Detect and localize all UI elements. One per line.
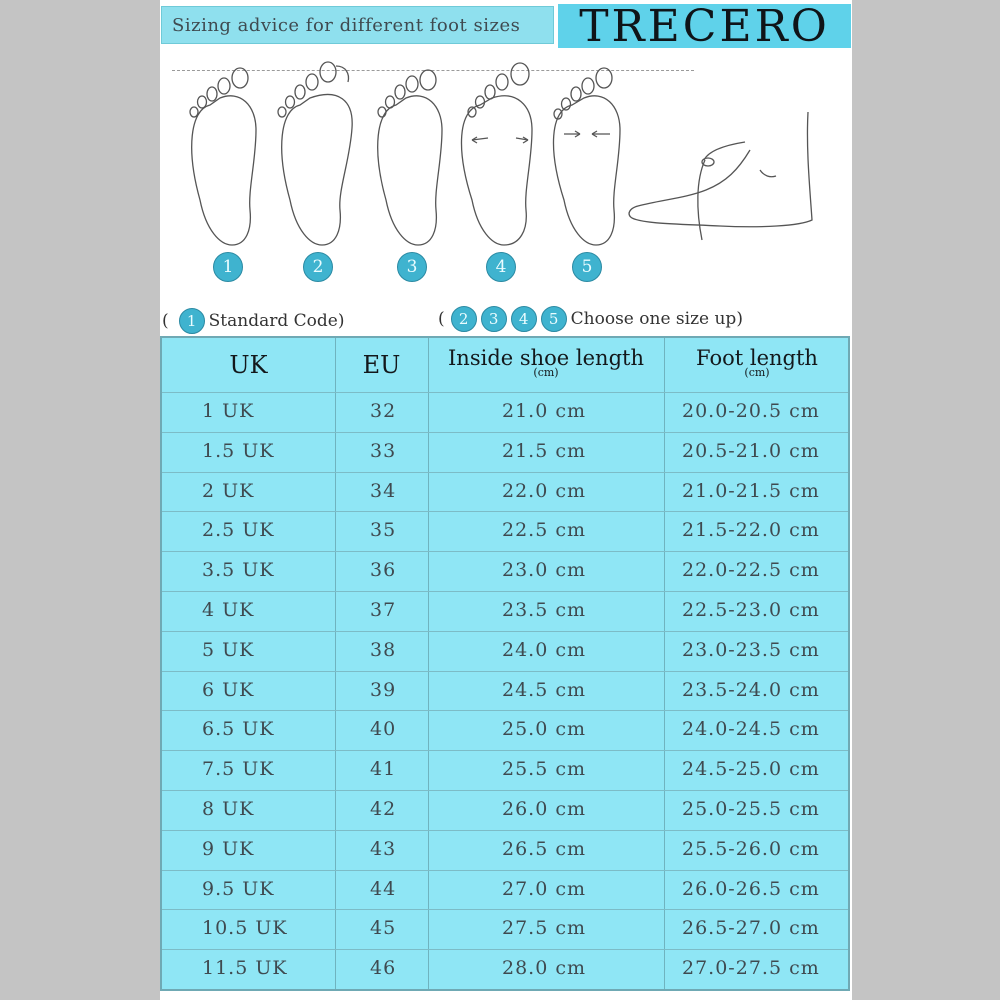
cell-eu: 33: [370, 439, 397, 462]
cell-foot: 23.5-24.0 cm: [682, 678, 820, 701]
cell-foot: 24.0-24.5 cm: [682, 718, 820, 741]
cell-eu: 43: [370, 837, 397, 860]
foot-outline-1-icon: [189, 67, 257, 246]
cell-uk: 9 UK: [202, 837, 255, 860]
cell-eu: 38: [370, 638, 397, 661]
legend-badge-3: 3: [480, 306, 507, 332]
cell-foot: 22.0-22.5 cm: [682, 559, 820, 582]
cell-uk: 5 UK: [202, 638, 255, 661]
foot-marker-3: 3: [397, 252, 427, 282]
cell-eu: 35: [370, 519, 397, 542]
cell-foot: 22.5-23.0 cm: [682, 598, 820, 621]
cell-eu: 36: [370, 559, 397, 582]
cell-inside: 28.0 cm: [502, 957, 587, 980]
cell-foot: 25.0-25.5 cm: [682, 797, 820, 820]
cell-uk: 11.5 UK: [202, 957, 288, 980]
foot-marker-2: 2: [303, 252, 333, 282]
cell-inside: 27.0 cm: [502, 877, 587, 900]
cell-eu: 42: [370, 797, 397, 820]
cell-eu: 37: [370, 598, 397, 621]
cell-inside: 25.5 cm: [502, 758, 587, 781]
brand-title: TRECERO: [558, 1, 851, 52]
cell-inside: 22.5 cm: [502, 519, 587, 542]
foot-illustrations: [189, 61, 813, 246]
cell-inside: 23.0 cm: [502, 559, 587, 582]
cell-eu: 39: [370, 678, 397, 701]
foot-marker-1: 1: [213, 252, 243, 282]
cell-eu: 41: [370, 758, 397, 781]
cell-inside: 26.5 cm: [502, 837, 587, 860]
cell-eu: 44: [370, 877, 397, 900]
cell-uk: 1 UK: [202, 399, 255, 422]
legend-badge-1: 1: [178, 308, 205, 334]
foot-side-view-icon: [628, 111, 813, 241]
cell-foot: 20.0-20.5 cm: [682, 399, 820, 422]
cell-inside: 24.0 cm: [502, 638, 587, 661]
cell-foot: 25.5-26.0 cm: [682, 837, 820, 860]
foot-outline-3-icon: [377, 69, 443, 246]
legend-upsize-text: Choose one size up: [570, 309, 737, 329]
toe-alignment-line: [172, 70, 694, 71]
cell-eu: 40: [370, 718, 397, 741]
legend-choose-size-up: ( 2 3 4 5 Choose one size up ): [438, 305, 743, 333]
foot-marker-5: 5: [572, 252, 602, 282]
cell-uk: 4 UK: [202, 598, 255, 621]
foot-outline-5-icon: [552, 67, 621, 246]
cell-foot: 27.0-27.5 cm: [682, 957, 820, 980]
cell-inside: 25.0 cm: [502, 718, 587, 741]
legend-badge-2: 2: [450, 306, 477, 332]
cell-eu: 34: [370, 479, 397, 502]
cell-inside: 21.0 cm: [502, 399, 587, 422]
cell-uk: 2.5 UK: [202, 519, 275, 542]
foot-marker-4: 4: [486, 252, 516, 282]
cell-uk: 6 UK: [202, 678, 255, 701]
cell-uk: 9.5 UK: [202, 877, 275, 900]
cell-foot: 26.0-26.5 cm: [682, 877, 820, 900]
cell-foot: 26.5-27.0 cm: [682, 917, 820, 940]
cell-uk: 2 UK: [202, 479, 255, 502]
cell-uk: 6.5 UK: [202, 718, 275, 741]
size-conversion-table: UK EU Inside shoe length (cm) Foot lengt…: [160, 336, 850, 991]
header-eu: EU: [362, 351, 401, 379]
cell-foot: 21.5-22.0 cm: [682, 519, 820, 542]
legend-standard-code: ( 1 Standard Code ): [162, 307, 344, 335]
legend-badge-5: 5: [540, 306, 567, 332]
cell-foot: 23.0-23.5 cm: [682, 638, 820, 661]
header-uk: UK: [229, 351, 268, 379]
header-inside-shoe-length: Inside shoe length (cm): [448, 346, 644, 379]
cell-foot: 20.5-21.0 cm: [682, 439, 820, 462]
cell-uk: 3.5 UK: [202, 559, 275, 582]
legend-badge-4: 4: [510, 306, 537, 332]
cell-inside: 23.5 cm: [502, 598, 587, 621]
cell-foot: 21.0-21.5 cm: [682, 479, 820, 502]
cell-uk: 7.5 UK: [202, 758, 275, 781]
cell-inside: 21.5 cm: [502, 439, 587, 462]
foot-outline-4-icon: [460, 62, 533, 246]
cell-uk: 1.5 UK: [202, 439, 275, 462]
cell-eu: 32: [370, 399, 397, 422]
legend-standard-text: Standard Code: [208, 311, 338, 331]
size-chart-sheet: Sizing advice for different foot sizes T…: [160, 0, 852, 1000]
cell-foot: 24.5-25.0 cm: [682, 758, 820, 781]
cell-inside: 26.0 cm: [502, 797, 587, 820]
header-foot-length: Foot length (cm): [696, 346, 818, 379]
cell-eu: 45: [370, 917, 397, 940]
cell-inside: 27.5 cm: [502, 917, 587, 940]
foot-outline-2-icon: [277, 61, 353, 246]
cell-eu: 46: [370, 957, 397, 980]
cell-inside: 24.5 cm: [502, 678, 587, 701]
sizing-advice-banner: Sizing advice for different foot sizes: [161, 6, 554, 44]
cell-uk: 8 UK: [202, 797, 255, 820]
cell-inside: 22.0 cm: [502, 479, 587, 502]
cell-uk: 10.5 UK: [202, 917, 288, 940]
